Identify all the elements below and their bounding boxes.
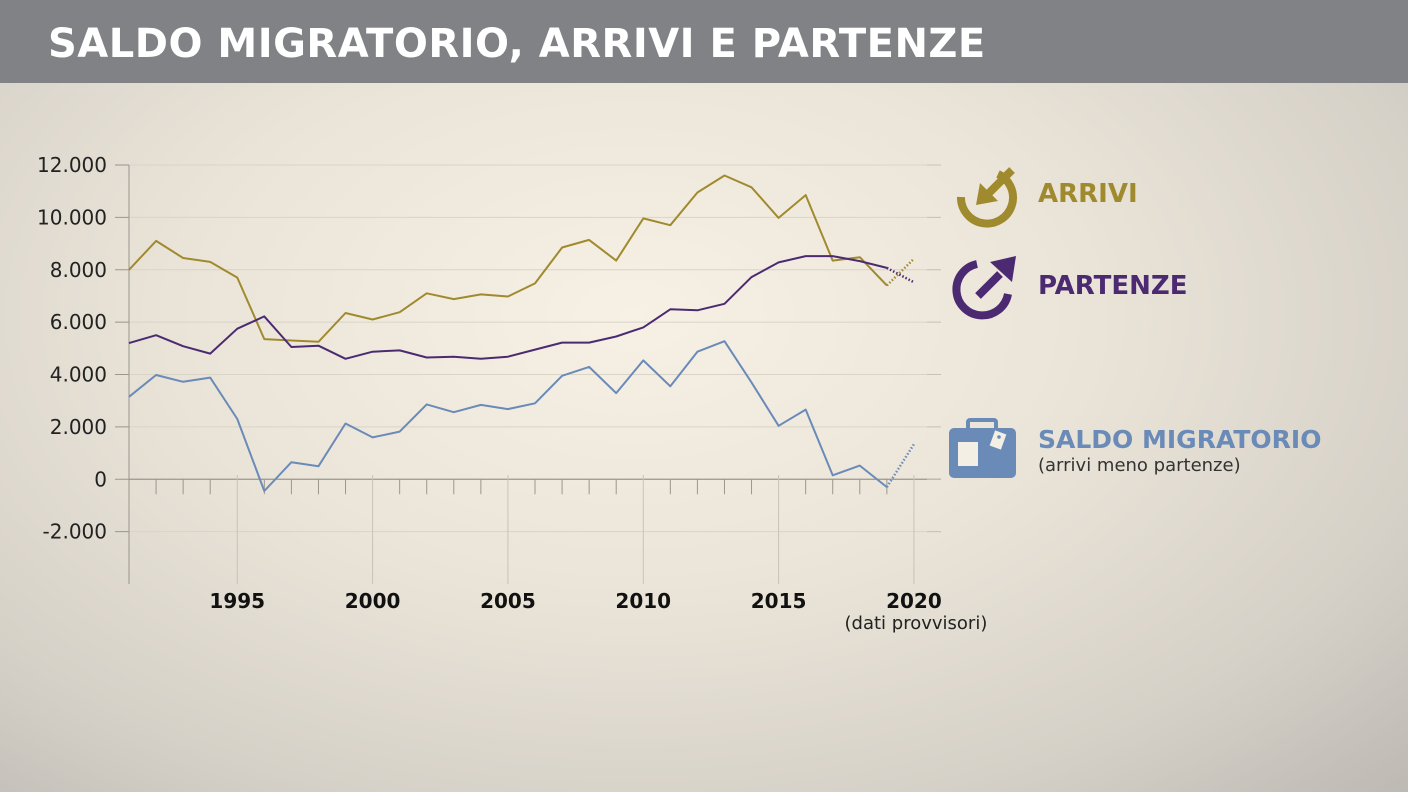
y-tick-label: 6.000 bbox=[50, 310, 107, 334]
y-tick-label: 4.000 bbox=[50, 363, 107, 387]
x-tick-label: 2015 bbox=[751, 589, 807, 613]
legend-partenze-label: PARTENZE bbox=[1038, 271, 1188, 301]
y-tick-label: 0 bbox=[94, 467, 107, 491]
header-bar: SALDO MIGRATORIO, ARRIVI E PARTENZE bbox=[0, 0, 1408, 83]
y-tick-label: 10.000 bbox=[37, 205, 107, 229]
y-tick-label: 2.000 bbox=[50, 415, 107, 439]
legend-saldo-label: SALDO MIGRATORIO bbox=[1038, 425, 1322, 454]
chart-labels: -2.000 0 2.000 4.000 6.000 8.000 10.000 12.000 1… bbox=[37, 153, 987, 634]
chart-grid bbox=[129, 164, 941, 584]
x-tick-label: 2020 bbox=[886, 589, 942, 613]
legend-saldo: SALDO MIGRATORIO (arrivi meno partenze) bbox=[948, 418, 1348, 488]
y-tick-label: 8.000 bbox=[50, 258, 107, 282]
x-tick-label: 2010 bbox=[615, 589, 671, 613]
y-tick-label: -2.000 bbox=[43, 520, 107, 544]
series-line-saldo bbox=[128, 340, 888, 492]
legend-arrivi-label: ARRIVI bbox=[1038, 179, 1138, 209]
chart-axes bbox=[115, 164, 941, 584]
x-axis-note: (dati provvisori) bbox=[845, 613, 988, 634]
series-line-partenze bbox=[128, 255, 888, 360]
x-tick-label: 2005 bbox=[480, 589, 536, 613]
y-tick-label: 12.000 bbox=[37, 153, 107, 177]
chart-lines bbox=[128, 174, 915, 492]
series-line-partenze-provisional bbox=[886, 266, 915, 284]
legend-arrivi: ARRIVI bbox=[950, 163, 1250, 233]
legend-saldo-sublabel: (arrivi meno partenze) bbox=[1038, 455, 1241, 476]
x-tick-label: 1995 bbox=[209, 589, 265, 613]
page-title: SALDO MIGRATORIO, ARRIVI E PARTENZE bbox=[48, 21, 986, 67]
suitcase-icon bbox=[949, 418, 1016, 478]
series-line-saldo-provisional bbox=[885, 443, 915, 488]
arrow-out-circle-icon bbox=[952, 256, 1016, 320]
arrow-in-circle-icon bbox=[956, 167, 1017, 228]
legend-partenze: PARTENZE bbox=[950, 254, 1250, 324]
series-line-arrivi-provisional bbox=[886, 257, 915, 287]
x-tick-label: 2000 bbox=[345, 589, 401, 613]
series-line-arrivi bbox=[128, 174, 888, 343]
